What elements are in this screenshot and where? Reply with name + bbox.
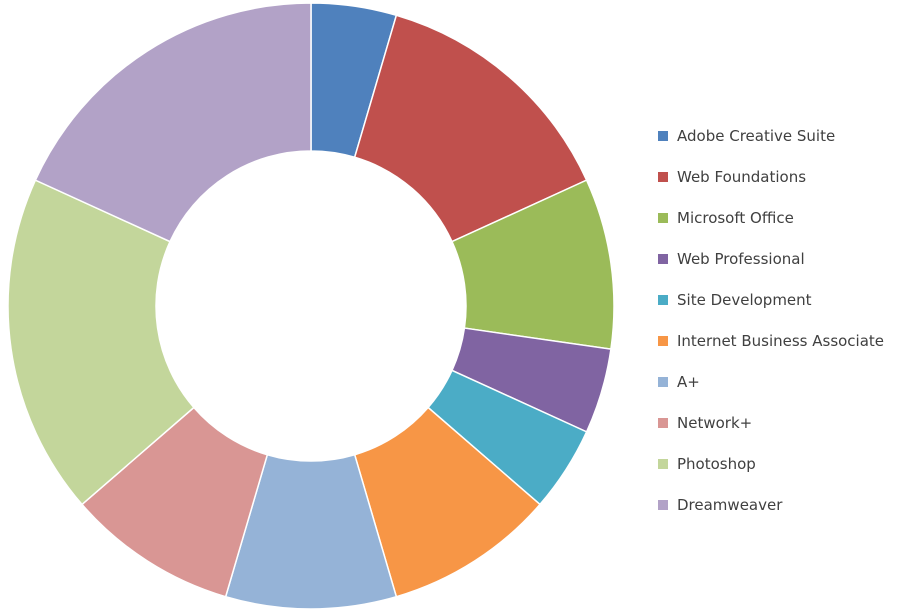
legend-item: Adobe Creative Suite: [658, 115, 884, 156]
donut-slice-10: [34, 2, 312, 243]
legend-label: Web Foundations: [677, 167, 807, 186]
legend-item: Internet Business Associate: [658, 320, 884, 361]
legend-swatch: [658, 171, 668, 182]
legend-swatch: [658, 335, 668, 346]
legend-label: Photoshop: [677, 454, 756, 473]
legend-item: Web Foundations: [658, 156, 884, 197]
legend-item: Dreamweaver: [658, 484, 884, 525]
legend-item: Photoshop: [658, 443, 884, 484]
legend-label: A+: [677, 372, 700, 391]
legend-swatch: [658, 499, 668, 510]
legend-item: Site Development: [658, 279, 884, 320]
legend-label: Internet Business Associate: [677, 331, 885, 350]
legend-item: Microsoft Office: [658, 197, 884, 238]
legend-swatch: [658, 417, 668, 428]
donut-chart-plot: [7, 2, 615, 610]
legend-item: Web Professional: [658, 238, 884, 279]
legend-item: A+: [658, 361, 884, 402]
legend-swatch: [658, 253, 668, 264]
legend-swatch: [658, 294, 668, 305]
donut-slice-9: [7, 179, 195, 506]
legend-swatch: [658, 376, 668, 387]
legend-swatch: [658, 130, 668, 141]
legend-label: Dreamweaver: [677, 495, 783, 514]
legend-swatch: [658, 458, 668, 469]
legend-label: Microsoft Office: [677, 208, 794, 227]
chart-legend: Adobe Creative Suite Web Foundations Micro…: [658, 115, 884, 525]
legend-label: Web Professional: [677, 249, 805, 268]
legend-label: Adobe Creative Suite: [677, 126, 836, 145]
legend-label: Network+: [677, 413, 753, 432]
legend-swatch: [658, 212, 668, 223]
donut-slice-2: [353, 14, 588, 243]
legend-item: Network+: [658, 402, 884, 443]
legend-label: Site Development: [677, 290, 812, 309]
